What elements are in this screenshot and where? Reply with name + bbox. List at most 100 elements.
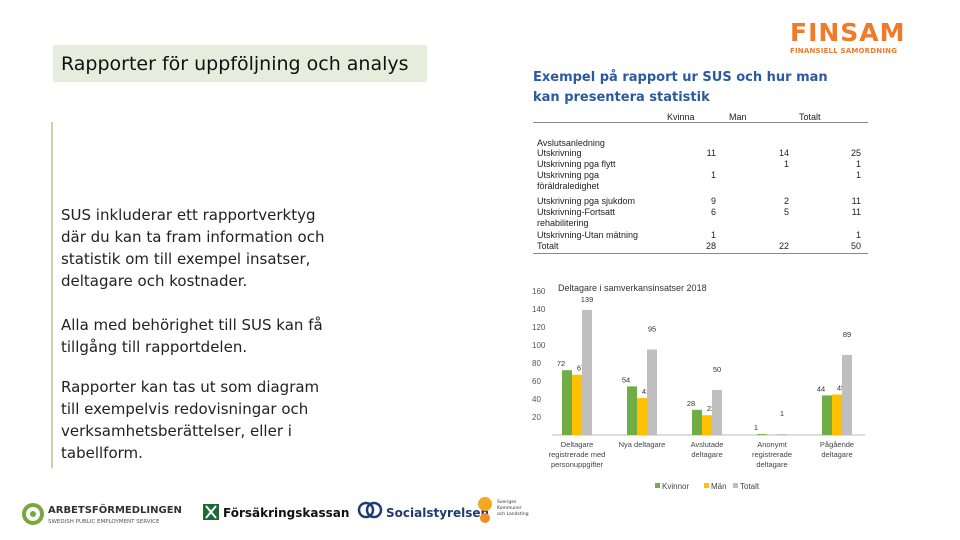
cell-man: 5 [783, 207, 789, 217]
x-tick-label: Anonymt registrerade deltagare [752, 440, 792, 469]
socialstyrelsen-logo: Socialstyrelsen [357, 501, 489, 520]
bar [637, 398, 647, 435]
legend-label: Totalt [740, 482, 760, 491]
svg-text:Sveriges: Sveriges [497, 499, 517, 505]
data-label: 41 [642, 387, 650, 396]
bar [832, 394, 842, 435]
paragraph-export: Rapporter kan tas ut som diagram till ex… [61, 378, 320, 462]
y-tick-label: 160 [532, 287, 546, 296]
y-tick-label: 100 [532, 341, 546, 350]
legend-swatch [704, 483, 709, 488]
cell-kvinna: 1 [710, 230, 716, 240]
bar [757, 434, 767, 435]
cell-man: 22 [778, 241, 789, 251]
cell-kvinna: 9 [710, 196, 716, 206]
svg-text:ARBETSFÖRMEDLINGEN: ARBETSFÖRMEDLINGEN [48, 502, 182, 516]
finsam-logo-text: FINSAM [790, 18, 906, 47]
y-tick-label: 20 [532, 413, 541, 422]
chart-legend: Kvinnor Män Totalt [655, 482, 760, 491]
title-box: Rapporter för uppföljning och analys [53, 45, 427, 82]
row-label: Totalt [537, 241, 559, 251]
col-header-kvinna: Kvinna [667, 112, 695, 122]
row-label: Utskrivning [537, 148, 582, 158]
row-label: Utskrivning pga flytt [537, 159, 616, 169]
y-tick-label: 60 [532, 377, 541, 386]
y-tick-label: 140 [532, 305, 546, 314]
paragraph-sus-intro: SUS inkluderar ett rapportverktyg där du… [61, 206, 325, 290]
cell-totalt: 11 [851, 207, 861, 217]
cell-kvinna: 6 [710, 207, 716, 217]
row-label: Utskrivning-Fortsatt rehabilitering [537, 207, 616, 228]
data-label: 28 [687, 399, 695, 408]
data-label: 95 [648, 325, 656, 334]
svg-text:Socialstyrelsen: Socialstyrelsen [386, 506, 489, 520]
y-tick-label: 40 [532, 395, 541, 404]
svg-text:SWEDISH PUBLIC EMPLOYMENT SERV: SWEDISH PUBLIC EMPLOYMENT SERVICE [48, 519, 160, 525]
finsam-logo-subtext: FINANSIELL SAMORDNING [790, 47, 898, 55]
bar [842, 354, 852, 435]
bar [692, 409, 702, 435]
bar [627, 386, 637, 435]
legend-label: Män [711, 482, 727, 491]
cell-totalt: 1 [855, 159, 861, 169]
bar [777, 434, 787, 435]
row-label: Utskrivning pga föräldraledighet [537, 170, 600, 191]
table-top-rule [533, 122, 868, 123]
x-tick-label: Pågående deltagare [820, 440, 854, 459]
chart-title: Deltagare i samverkansinsatser 2018 [558, 283, 707, 293]
skl-logo: Sveriges Kommuner och Landsting [478, 497, 529, 523]
y-axis: 20 40 60 80 100 120 140 160 [532, 287, 546, 422]
x-tick-label: Nya deltagare [619, 440, 666, 449]
paragraph-access: Alla med behörighet till SUS kan få till… [61, 316, 323, 356]
cell-kvinna: 11 [706, 148, 716, 158]
bar [647, 349, 657, 435]
cell-man: 2 [783, 196, 789, 206]
x-tick-label: Avslutade deltagare [691, 440, 724, 459]
bar [562, 370, 572, 435]
data-label: 1 [754, 423, 758, 432]
legend-label: Kvinnor [662, 482, 689, 491]
row-label: Utskrivning-Utan mätning [537, 230, 639, 240]
row-label: Utskrivning pga sjukdom [537, 196, 636, 206]
legend-swatch [733, 483, 738, 488]
cell-totalt: 25 [850, 148, 861, 158]
data-label: 72 [557, 359, 565, 368]
forsakringskassan-logo: Försäkringskassan [203, 504, 349, 520]
svg-text:och Landsting: och Landsting [497, 511, 529, 517]
bar [822, 395, 832, 435]
col-header-man: Man [729, 112, 747, 122]
legend-swatch [655, 483, 660, 488]
cell-kvinna: 1 [710, 170, 716, 180]
data-label: 22 [707, 404, 715, 413]
data-label: 1 [780, 409, 784, 418]
data-label: 89 [843, 330, 851, 339]
row-label: Avslutsanledning [537, 138, 605, 148]
bar [712, 390, 722, 435]
cell-kvinna: 28 [705, 241, 716, 251]
slide-subtitle: Exempel på rapport ur SUS och hur man ka… [533, 70, 828, 105]
cell-totalt: 1 [855, 230, 861, 240]
bars-group: 72 67 139 54 41 95 28 22 50 1 1 44 45 89 [557, 295, 852, 435]
x-axis-labels: Deltagare registrerade med personuppgifter… [549, 440, 854, 469]
data-label: 54 [622, 375, 630, 384]
data-label: 45 [837, 384, 845, 393]
divider-line [51, 122, 53, 468]
cell-man: 14 [778, 148, 789, 158]
table-bottom-rule [533, 253, 868, 254]
svg-text:Försäkringskassan: Försäkringskassan [223, 506, 349, 520]
arbetsformedlingen-logo: ARBETSFÖRMEDLINGEN SWEDISH PUBLIC EMPLOY… [22, 502, 182, 525]
cell-totalt: 50 [850, 241, 861, 251]
svg-text:Kommuner: Kommuner [497, 505, 522, 511]
cell-totalt: 11 [851, 196, 861, 206]
x-tick-label: Deltagare registrerade med personuppgifter [549, 440, 606, 469]
bar-chart: Deltagare i samverkansinsatser 2018 20 40… [532, 283, 865, 491]
cell-totalt: 1 [855, 170, 861, 180]
page-title: Rapporter för uppföljning och analys [61, 53, 409, 75]
col-header-totalt: Totalt [799, 112, 821, 122]
y-tick-label: 80 [532, 359, 541, 368]
finsam-logo: FINSAM FINANSIELL SAMORDNING [790, 20, 912, 60]
partner-logos: ARBETSFÖRMEDLINGEN SWEDISH PUBLIC EMPLOY… [22, 497, 529, 525]
bar [702, 415, 712, 435]
data-label: 67 [577, 364, 585, 373]
bar [582, 309, 592, 435]
